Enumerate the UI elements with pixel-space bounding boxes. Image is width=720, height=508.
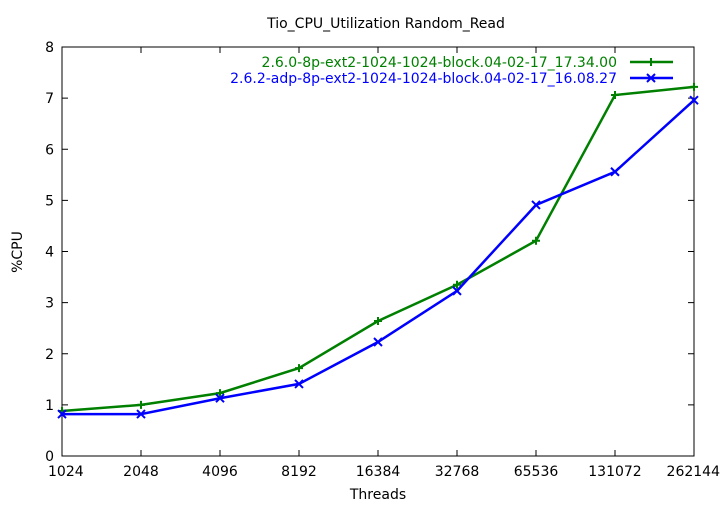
data-point-marker xyxy=(373,337,383,347)
x-tick-label: 262144 xyxy=(667,464,720,480)
x-tick-label: 131072 xyxy=(588,464,641,480)
plot-frame xyxy=(61,46,695,457)
y-tick-label: 4 xyxy=(45,245,54,261)
x-tick-label: 16384 xyxy=(356,464,401,480)
y-tick-label: 8 xyxy=(45,40,54,56)
y-tick-label: 6 xyxy=(45,142,54,158)
data-point-marker xyxy=(136,409,146,419)
data-point-marker xyxy=(215,393,225,403)
data-point-marker xyxy=(531,200,541,210)
data-point-marker xyxy=(137,400,145,409)
legend-label: 2.6.0-8p-ext2-1024-1024-block.04-02-17_1… xyxy=(262,55,617,71)
y-tick-label: 0 xyxy=(45,449,54,465)
data-point-marker xyxy=(295,364,303,373)
series-line xyxy=(62,99,695,416)
data-point-marker xyxy=(216,389,224,398)
x-tick-label: 8192 xyxy=(281,464,317,480)
data-point-marker xyxy=(453,280,461,289)
chart-title: Tio_CPU_Utilization Random_Read xyxy=(266,16,505,32)
y-tick-label: 5 xyxy=(45,193,54,209)
y-tick-label: 7 xyxy=(45,91,54,107)
x-tick-label: 1024 xyxy=(48,464,84,480)
legend-label: 2.6.2-adp-8p-ext2-1024-1024-block.04-02-… xyxy=(230,71,617,87)
data-point-marker xyxy=(646,73,656,83)
x-tick-label: 4096 xyxy=(202,464,238,480)
data-point-marker xyxy=(532,236,540,245)
y-axis-label: %CPU xyxy=(10,231,26,273)
x-tick-label: 65536 xyxy=(514,464,559,480)
x-axis-label: Threads xyxy=(349,487,406,503)
y-tick-label: 2 xyxy=(45,347,54,363)
data-point-marker xyxy=(611,91,619,100)
series-1 xyxy=(58,82,698,416)
data-point-marker xyxy=(374,317,382,326)
data-point-marker xyxy=(647,58,655,66)
data-point-marker xyxy=(689,95,699,105)
data-point-marker xyxy=(452,286,462,296)
series-line xyxy=(61,85,695,413)
data-point-marker xyxy=(57,409,67,419)
series-2 xyxy=(57,95,699,419)
x-tick-label: 32768 xyxy=(435,464,480,480)
y-tick-label: 3 xyxy=(45,296,54,312)
y-tick-label: 1 xyxy=(45,398,54,414)
data-point-marker xyxy=(294,379,304,389)
data-point-marker xyxy=(690,82,698,91)
data-point-marker xyxy=(610,167,620,177)
x-tick-label: 2048 xyxy=(123,464,159,480)
